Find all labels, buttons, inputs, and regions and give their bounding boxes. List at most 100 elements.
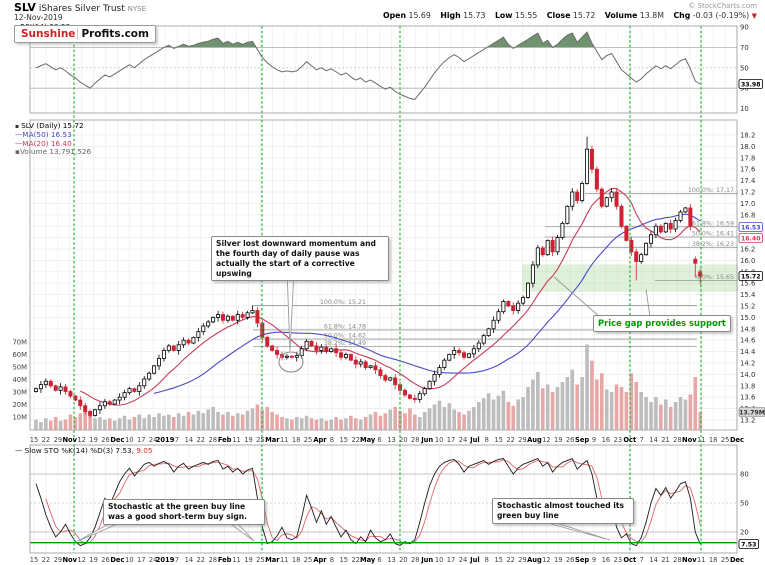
svg-text:50.0%: 16.41: 50.0%: 16.41 xyxy=(692,231,734,238)
svg-text:17: 17 xyxy=(137,436,146,444)
svg-text:18: 18 xyxy=(292,556,301,564)
svg-text:20: 20 xyxy=(740,529,749,537)
svg-text:30M: 30M xyxy=(12,389,27,397)
quote-open: 15.69 xyxy=(408,11,431,20)
svg-text:12: 12 xyxy=(542,436,551,444)
svg-text:7.53: 7.53 xyxy=(741,541,756,548)
svg-text:29: 29 xyxy=(518,436,527,444)
svg-text:Feb: Feb xyxy=(218,556,232,564)
copyright-link[interactable]: © StockCharts.com xyxy=(688,2,757,10)
svg-text:25: 25 xyxy=(304,436,313,444)
volume-layer xyxy=(34,344,702,430)
svg-text:Jun: Jun xyxy=(420,436,433,444)
svg-text:22: 22 xyxy=(42,556,51,564)
candles-layer xyxy=(34,136,703,418)
svg-text:13.2: 13.2 xyxy=(740,417,755,425)
svg-text:33.98: 33.98 xyxy=(741,81,761,88)
svg-text:22: 22 xyxy=(197,436,206,444)
svg-text:16: 16 xyxy=(602,436,611,444)
green-event-lines xyxy=(73,26,702,553)
svg-text:29: 29 xyxy=(54,556,63,564)
svg-text:Nov: Nov xyxy=(62,556,77,564)
svg-text:21: 21 xyxy=(661,436,670,444)
svg-text:Jul: Jul xyxy=(469,436,480,444)
stochastic-layer xyxy=(30,457,737,547)
svg-text:17.0: 17.0 xyxy=(740,200,755,208)
svg-text:20M: 20M xyxy=(12,401,27,409)
svg-text:Feb: Feb xyxy=(218,436,232,444)
down-arrow-icon: ▼ xyxy=(751,12,757,20)
stoch-legend-label: Slow STO %K(14) %D(3) xyxy=(24,446,114,455)
axis-labels: 13.213.413.613.814.014.214.414.614.815.0… xyxy=(12,24,755,565)
svg-text:38.2%: 16.23: 38.2%: 16.23 xyxy=(692,241,734,248)
ma50-line-icon: — xyxy=(15,130,23,140)
panel-borders xyxy=(29,25,738,554)
svg-text:28: 28 xyxy=(673,436,682,444)
svg-text:29: 29 xyxy=(518,556,527,564)
svg-text:15: 15 xyxy=(340,436,349,444)
svg-text:Nov: Nov xyxy=(62,436,77,444)
svg-text:11: 11 xyxy=(232,436,241,444)
svg-text:25: 25 xyxy=(304,556,313,564)
quote-close: 15.72 xyxy=(572,11,596,20)
svg-text:22: 22 xyxy=(351,436,360,444)
svg-text:10: 10 xyxy=(125,436,134,444)
svg-text:19: 19 xyxy=(244,556,253,564)
svg-text:16.8: 16.8 xyxy=(740,211,755,219)
svg-text:25: 25 xyxy=(256,556,265,564)
quote-bar: Open 15.69 High 15.73 Low 15.55 Close 15… xyxy=(376,11,757,20)
svg-text:14.2: 14.2 xyxy=(740,360,755,368)
svg-text:20: 20 xyxy=(399,436,408,444)
svg-text:Dec: Dec xyxy=(730,436,744,444)
svg-text:Jul: Jul xyxy=(469,556,480,564)
svg-text:28: 28 xyxy=(411,556,420,564)
ma20-line xyxy=(80,188,701,406)
svg-text:16.40: 16.40 xyxy=(741,235,761,242)
svg-text:19: 19 xyxy=(554,436,563,444)
svg-text:11: 11 xyxy=(280,556,289,564)
svg-text:15.4: 15.4 xyxy=(740,291,755,299)
svg-text:11: 11 xyxy=(280,436,289,444)
ticker-header: SLV iShares Silver Trust NYSE xyxy=(14,1,146,14)
svg-text:26: 26 xyxy=(566,556,575,564)
svg-text:12: 12 xyxy=(77,436,86,444)
svg-text:18: 18 xyxy=(709,556,718,564)
svg-text:23: 23 xyxy=(614,556,623,564)
svg-text:13: 13 xyxy=(387,436,396,444)
svg-text:100.0%: 15.21: 100.0%: 15.21 xyxy=(320,299,366,306)
svg-text:18.0: 18.0 xyxy=(740,143,755,151)
svg-text:12: 12 xyxy=(77,556,86,564)
annotation-price-gap-note: Price gap provides support xyxy=(593,315,731,332)
svg-text:14: 14 xyxy=(185,436,194,444)
svg-text:17: 17 xyxy=(447,556,456,564)
svg-text:Jun: Jun xyxy=(420,556,433,564)
svg-text:13.79M: 13.79M xyxy=(739,409,765,416)
svg-text:18: 18 xyxy=(709,436,718,444)
svg-text:18.2: 18.2 xyxy=(740,132,755,140)
svg-text:0.0%: 15.65: 0.0%: 15.65 xyxy=(696,274,734,281)
svg-text:19: 19 xyxy=(244,436,253,444)
svg-text:Sep: Sep xyxy=(575,556,589,564)
volume-bars-icon: ▪ xyxy=(15,147,20,157)
svg-text:19: 19 xyxy=(89,556,98,564)
logo-profits: Profits.com xyxy=(77,28,149,40)
svg-text:22: 22 xyxy=(42,436,51,444)
sunshine-profits-logo[interactable]: Sunshine Profits.com xyxy=(14,25,156,43)
svg-text:24: 24 xyxy=(459,436,468,444)
svg-text:80: 80 xyxy=(740,471,749,479)
quote-open-label: Open xyxy=(382,11,407,20)
moving-averages xyxy=(80,188,701,406)
legend-symbol-row: ▪ SLV (Daily) 15.72 xyxy=(15,121,84,130)
annotation-momentum-note: Silver lost downward momentum and the fo… xyxy=(211,236,389,282)
svg-text:15.0: 15.0 xyxy=(740,314,755,322)
svg-text:15: 15 xyxy=(494,436,503,444)
svg-text:6: 6 xyxy=(377,556,381,564)
svg-text:7: 7 xyxy=(175,556,179,564)
svg-text:17.4: 17.4 xyxy=(740,177,755,185)
svg-text:70: 70 xyxy=(740,44,749,52)
svg-text:Dec: Dec xyxy=(110,436,124,444)
svg-text:61.8%: 16.59: 61.8%: 16.59 xyxy=(692,220,734,227)
legend-ma20-row: —MA(20) 16.40 xyxy=(15,138,72,148)
svg-text:10M: 10M xyxy=(12,414,27,422)
svg-text:Aug: Aug xyxy=(527,556,542,564)
